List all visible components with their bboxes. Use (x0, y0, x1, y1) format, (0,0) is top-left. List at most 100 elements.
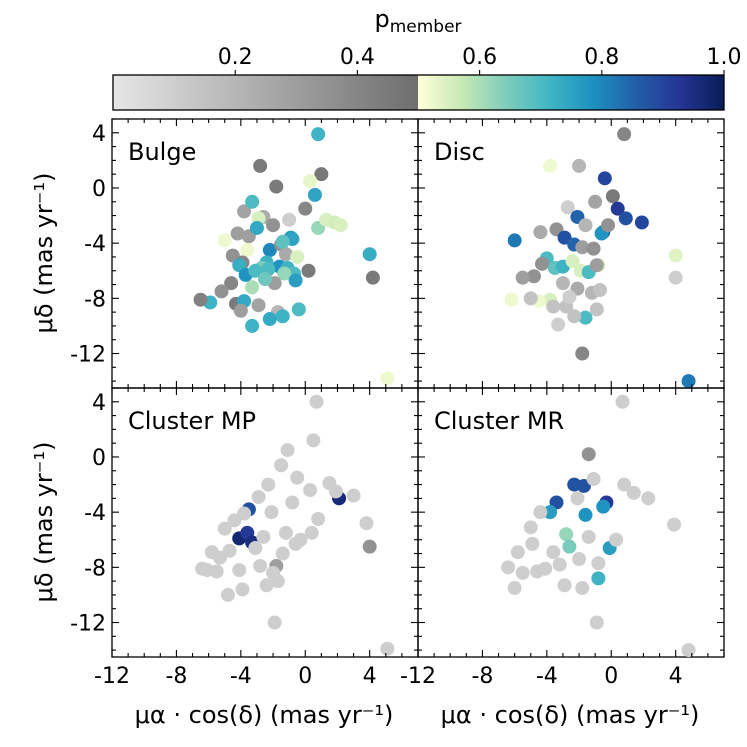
scatter-point (277, 266, 292, 281)
scatter-point (285, 495, 300, 510)
scatter-point (232, 563, 247, 578)
scatter-point (610, 201, 625, 216)
scatter-point (290, 470, 305, 485)
scatter-point (555, 276, 570, 291)
scatter-point (543, 158, 558, 173)
scatter-point (380, 371, 395, 386)
scatter-point (575, 581, 590, 596)
scatter-point (222, 543, 237, 558)
scatter-point (565, 254, 580, 269)
scatter-point (251, 489, 266, 504)
scatter-point (535, 256, 550, 271)
scatter-point (578, 507, 593, 522)
scatter-point (264, 505, 279, 520)
scatter-point (605, 189, 620, 204)
x-tick-label: -8 (165, 664, 187, 689)
colorbar-label: pmember (374, 5, 461, 37)
scatter-point (362, 539, 377, 554)
scatter-point (567, 309, 582, 324)
scatter-point (214, 284, 229, 299)
scatter-point (224, 276, 239, 291)
y-tick-label: 0 (92, 446, 106, 471)
scatter-point (634, 215, 649, 230)
scatter-point (267, 615, 282, 630)
scatter-point (245, 318, 260, 333)
scatter-point (258, 272, 272, 287)
colorbar-gray-section (113, 75, 418, 110)
scatter-point (227, 513, 242, 528)
scatter-point (240, 243, 255, 258)
scatter-point (220, 587, 235, 602)
panel-title: Bulge (128, 138, 196, 166)
scatter-point (235, 582, 250, 597)
scatter-point (562, 289, 577, 304)
scatter-point (253, 158, 268, 173)
scatter-point (546, 545, 561, 560)
xlabel-right: μα · cos(δ) (mas yr⁻¹) (441, 701, 700, 729)
ylabel-top: μδ (mas yr⁻¹) (30, 173, 58, 334)
scatter-point (559, 527, 574, 542)
panel-cluster-mp: 4 0 -4 -8 -12 -12 -8 -4 0 4 Cluster MP (70, 387, 419, 689)
scatter-point (507, 233, 522, 248)
scatter-point (570, 491, 585, 506)
scatter-point (212, 550, 227, 565)
colorbar-tick-label: 0.4 (340, 45, 375, 70)
scatter-point (523, 291, 538, 306)
panel-title: Disc (434, 138, 485, 166)
scatter-point (626, 485, 641, 500)
scatter-point (575, 240, 590, 255)
scatter-point (538, 561, 553, 576)
y-tick-label: -8 (84, 556, 106, 581)
ylabel-bottom: μδ (mas yr⁻¹) (30, 442, 58, 603)
scatter-point (591, 571, 606, 586)
scatter-point (359, 516, 374, 531)
scatter-point (270, 574, 285, 589)
scatter-point (248, 541, 263, 556)
scatter-point (251, 298, 266, 313)
x-tick-label: -12 (94, 664, 130, 689)
y-tick-label: -4 (84, 501, 106, 526)
scatter-point (510, 545, 525, 560)
scatter-point (578, 218, 593, 233)
scatter-point (233, 303, 248, 318)
scatter-point (515, 565, 530, 580)
scatter-point (597, 171, 612, 186)
scatter-point (681, 374, 696, 389)
scatter-point (261, 477, 276, 492)
scatter-point (275, 234, 290, 249)
scatter-point (578, 310, 593, 325)
scatter-point (641, 491, 656, 506)
scatter-point (217, 521, 232, 536)
scatter-point (601, 218, 616, 233)
x-tick-label: 0 (604, 664, 618, 689)
scatter-point (303, 483, 318, 498)
scatter-point (562, 539, 577, 554)
scatter-point (280, 443, 295, 458)
panel-frame (417, 387, 725, 658)
scatter-point (617, 477, 632, 492)
scatter-point (274, 458, 289, 473)
scatter-point (533, 225, 548, 240)
colorbar-tick-label: 1.0 (707, 45, 742, 70)
scatter-point (304, 525, 319, 540)
scatter-point (275, 546, 290, 561)
y-tick-label: -8 (84, 287, 106, 312)
scatter-point (290, 249, 305, 264)
scatter-point (617, 127, 632, 142)
scatter-point (589, 302, 604, 317)
panel-bulge: 4 0 -4 -8 -12 Bulge (70, 118, 419, 389)
colorbar: pmember 0.2 0.4 0.6 0.8 1.0 (112, 5, 742, 111)
scatter-point (311, 512, 326, 527)
x-tick-label: -8 (471, 664, 493, 689)
x-tick-label: 4 (669, 664, 683, 689)
scatter-point (576, 478, 591, 493)
x-tick-label: 4 (363, 664, 377, 689)
scatter-point (543, 505, 558, 520)
x-tick-label: -4 (536, 664, 558, 689)
scatter-point (346, 488, 361, 503)
colorbar-tick-label: 0.6 (462, 45, 497, 70)
y-tick-label: 4 (92, 122, 106, 147)
colorbar-frame (112, 74, 725, 111)
scatter-point (278, 247, 293, 262)
scatter-point (681, 643, 696, 658)
